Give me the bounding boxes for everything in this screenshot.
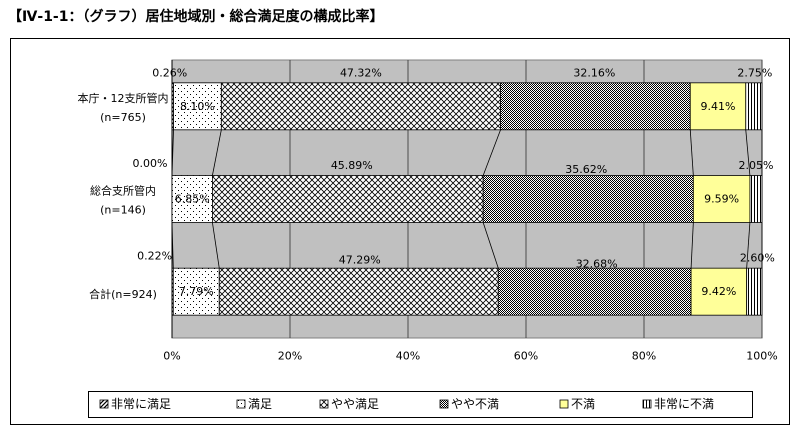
category-label: 合計(n=924) bbox=[89, 287, 157, 301]
data-label: 0.22% bbox=[137, 250, 172, 263]
data-label: 0.26% bbox=[152, 66, 187, 79]
bar-segment bbox=[482, 175, 694, 223]
legend-item: やや満足 bbox=[319, 397, 379, 411]
legend: 非常に満足 満足 やや満足 やや不満 不満 非常に不満 bbox=[88, 391, 753, 418]
legend-item: 非常に不満 bbox=[642, 397, 714, 411]
data-label: 2.75% bbox=[737, 66, 772, 79]
bar-segment bbox=[692, 175, 751, 223]
tick-label: 80% bbox=[632, 350, 656, 363]
category-label: 本庁・12支所管内 bbox=[78, 91, 169, 105]
bar-segment bbox=[218, 267, 499, 316]
bar-segment bbox=[172, 267, 220, 316]
series-line bbox=[212, 222, 220, 269]
series-line bbox=[171, 129, 174, 176]
legend-swatch bbox=[439, 399, 449, 409]
category-label: 総合支所管内 bbox=[90, 184, 156, 198]
legend-item: 不満 bbox=[559, 397, 595, 411]
chart-title: 【Ⅳ-1-1：（グラフ）居住地域別・総合満足度の構成比率】 bbox=[8, 8, 383, 25]
legend-label: やや満足 bbox=[331, 397, 379, 411]
legend-swatch bbox=[319, 399, 329, 409]
data-label: 47.32% bbox=[340, 66, 382, 79]
tick-label: 20% bbox=[278, 350, 302, 363]
bar-segment bbox=[171, 175, 213, 223]
tick-label: 40% bbox=[396, 350, 420, 363]
bar-segment bbox=[745, 82, 763, 131]
data-label: 7.79% bbox=[179, 285, 214, 298]
legend-item: 満足 bbox=[236, 397, 272, 411]
tick-label: 100% bbox=[746, 350, 777, 363]
legend-swatch bbox=[99, 399, 109, 409]
data-label: 45.89% bbox=[331, 159, 373, 172]
legend-swatch bbox=[642, 399, 652, 409]
series-line bbox=[690, 222, 694, 269]
chart-frame bbox=[10, 38, 790, 425]
legend-item: やや不満 bbox=[439, 397, 499, 411]
series-line bbox=[482, 129, 501, 176]
tick-label: 0% bbox=[163, 350, 180, 363]
legend-label: 非常に満足 bbox=[111, 397, 171, 411]
bar-segment bbox=[690, 267, 748, 316]
bar-segment bbox=[500, 82, 691, 131]
legend-swatch bbox=[559, 399, 569, 409]
legend-label: 不満 bbox=[571, 397, 595, 411]
data-label: 32.16% bbox=[573, 66, 615, 79]
series-line bbox=[745, 129, 751, 176]
data-label: 2.05% bbox=[738, 159, 773, 172]
category-label: (n=146) bbox=[100, 204, 146, 217]
bar-segment bbox=[220, 82, 501, 131]
data-label: 32.68% bbox=[576, 258, 618, 271]
bar-segment bbox=[689, 82, 747, 131]
series-line bbox=[212, 129, 222, 176]
data-label: 0.00% bbox=[133, 157, 168, 170]
series-line bbox=[746, 222, 751, 269]
bar-segment bbox=[497, 267, 692, 316]
data-label: 47.29% bbox=[339, 254, 381, 267]
data-label: 9.59% bbox=[704, 193, 739, 206]
legend-label: 非常に不満 bbox=[654, 397, 714, 411]
data-label: 9.41% bbox=[701, 100, 736, 113]
bar-segment bbox=[212, 175, 484, 223]
tick-label: 60% bbox=[514, 350, 538, 363]
legend-item: 非常に満足 bbox=[99, 397, 171, 411]
series-line bbox=[171, 222, 174, 269]
data-label: 6.85% bbox=[175, 193, 210, 206]
plot-layer bbox=[171, 59, 763, 339]
data-label: 35.62% bbox=[565, 163, 607, 176]
legend-box bbox=[88, 391, 753, 418]
data-label: 8.10% bbox=[180, 100, 215, 113]
data-label: 2.60% bbox=[740, 252, 775, 265]
series-line bbox=[689, 129, 694, 176]
bar-segment bbox=[749, 175, 763, 223]
legend-label: 満足 bbox=[248, 397, 272, 411]
category-label: (n=765) bbox=[100, 111, 146, 124]
label-layer: 0.26% 8.10% 47.32% 32.16% 9.41% 2.75% 0.00% 6.8… bbox=[78, 66, 778, 362]
series-line bbox=[482, 222, 499, 269]
bar-segment bbox=[746, 267, 763, 316]
legend-label: やや不満 bbox=[451, 397, 499, 411]
data-label: 9.42% bbox=[701, 285, 736, 298]
legend-swatch bbox=[236, 399, 246, 409]
